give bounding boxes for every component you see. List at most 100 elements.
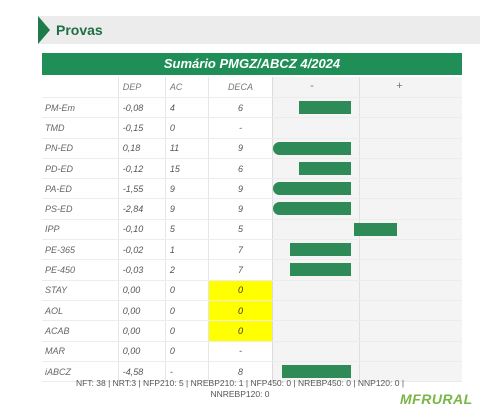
table-header-row: DEP AC DECA - + xyxy=(42,77,462,98)
scale-midline xyxy=(359,280,361,300)
scale-midline xyxy=(359,138,361,158)
row-deca: 8 xyxy=(207,361,273,383)
table-row: PA-ED -1,55 9 9 xyxy=(42,178,462,200)
row-dep: -0,02 xyxy=(117,239,166,261)
summary-title: Sumário PMGZ/ABCZ 4/2024 xyxy=(42,53,462,75)
row-bar xyxy=(273,182,351,196)
row-bar xyxy=(273,141,351,155)
row-label: PM-Em xyxy=(42,97,119,119)
row-dep: 0,00 xyxy=(117,300,166,322)
row-deca: 6 xyxy=(207,158,273,180)
row-ac: 4 xyxy=(164,97,209,119)
row-ac: 5 xyxy=(164,219,209,241)
row-dep: -4,58 xyxy=(117,361,166,383)
row-bar xyxy=(290,243,351,257)
row-label: AOL xyxy=(42,300,119,322)
row-label: iABCZ xyxy=(42,361,119,383)
row-ac: 0 xyxy=(164,280,209,301)
scale-midline xyxy=(359,179,361,199)
chevron-right-icon xyxy=(38,16,50,44)
section-header: Provas xyxy=(38,16,480,44)
row-ac: 11 xyxy=(164,138,209,159)
row-bar xyxy=(299,101,351,114)
row-deca: 9 xyxy=(207,198,273,220)
row-ac: 0 xyxy=(164,300,209,322)
row-label: PS-ED xyxy=(42,198,119,220)
scale-midline xyxy=(359,361,361,382)
row-deca: 0 xyxy=(207,280,273,301)
row-label: IPP xyxy=(42,219,119,241)
row-dep: -0,12 xyxy=(117,158,166,180)
row-deca: 9 xyxy=(207,138,273,159)
header-deca: DECA xyxy=(207,77,273,98)
row-label: ACAB xyxy=(42,320,119,342)
row-dep: -0,10 xyxy=(117,219,166,241)
header-ac: AC xyxy=(164,77,209,98)
row-deca: 7 xyxy=(207,259,273,281)
row-bar-cell xyxy=(272,239,462,261)
row-ac: 0 xyxy=(164,320,209,342)
row-dep: 0,00 xyxy=(117,280,166,301)
row-bar-cell xyxy=(272,320,462,342)
row-dep: -2,84 xyxy=(117,198,166,220)
row-deca: - xyxy=(207,341,273,362)
row-label: PA-ED xyxy=(42,178,119,200)
row-ac: 0 xyxy=(164,341,209,362)
section-title: Provas xyxy=(56,22,103,38)
row-label: TMD xyxy=(42,117,119,139)
row-dep: 0,00 xyxy=(117,341,166,362)
table-row: iABCZ -4,58-8 xyxy=(42,361,462,383)
scale-midline xyxy=(359,98,361,118)
header-dep: DEP xyxy=(117,77,166,98)
row-deca: 6 xyxy=(207,97,273,119)
row-ac: 9 xyxy=(164,198,209,220)
row-dep: -0,08 xyxy=(117,97,166,119)
row-dep: 0,18 xyxy=(117,138,166,159)
header-label-cell xyxy=(42,77,119,98)
row-bar-cell xyxy=(272,198,462,220)
row-bar-cell xyxy=(272,219,462,241)
row-deca: 5 xyxy=(207,219,273,241)
row-ac: - xyxy=(164,361,209,383)
scale-midline xyxy=(359,300,361,321)
row-bar xyxy=(290,263,351,277)
row-ac: 0 xyxy=(164,117,209,139)
table-row: PD-ED -0,12 15 6 xyxy=(42,158,462,180)
row-bar xyxy=(273,202,351,216)
table-row: IPP -0,10 5 5 xyxy=(42,219,462,241)
row-bar-cell xyxy=(272,280,462,301)
row-deca: 9 xyxy=(207,178,273,200)
scale-midline xyxy=(359,341,361,361)
scale-midline xyxy=(359,240,361,260)
row-bar-cell xyxy=(272,138,462,159)
scale-midline xyxy=(359,118,361,138)
row-label: PN-ED xyxy=(42,138,119,159)
row-dep: -1,55 xyxy=(117,178,166,200)
row-ac: 15 xyxy=(164,158,209,180)
scale-midline xyxy=(359,321,361,341)
minus-label: - xyxy=(310,80,314,92)
row-label: MAR xyxy=(42,341,119,362)
row-bar-cell xyxy=(272,259,462,281)
row-label: PE-450 xyxy=(42,259,119,281)
row-bar-cell xyxy=(272,361,462,383)
row-bar xyxy=(281,364,351,378)
row-dep: -0,15 xyxy=(117,117,166,139)
table-row: MAR 0,00 0- xyxy=(42,341,462,362)
table-row: AOL 0,00 0 0 xyxy=(42,300,462,322)
header-bar-scale: - + xyxy=(272,77,462,98)
table-row: PN-ED 0,18 11 9 xyxy=(42,138,462,159)
row-bar xyxy=(299,161,351,175)
scale-midline xyxy=(359,199,361,219)
row-bar-cell xyxy=(272,341,462,362)
row-bar-cell xyxy=(272,300,462,322)
mfrural-logo: MFRURAL xyxy=(400,391,473,407)
provas-table: DEP AC DECA - + PM-Em -0,08 4 6 TMD -0,15 0- PN… xyxy=(42,77,462,383)
scale-midline xyxy=(359,77,361,97)
table-row: TMD -0,15 0- xyxy=(42,117,462,139)
row-ac: 9 xyxy=(164,178,209,200)
table-row: ACAB 0,00 0 0 xyxy=(42,320,462,342)
row-bar-cell xyxy=(272,117,462,139)
row-deca: - xyxy=(207,117,273,139)
footer-stats: NFT: 38 | NRT:3 | NFP210: 5 | NREBP210: … xyxy=(75,378,405,399)
